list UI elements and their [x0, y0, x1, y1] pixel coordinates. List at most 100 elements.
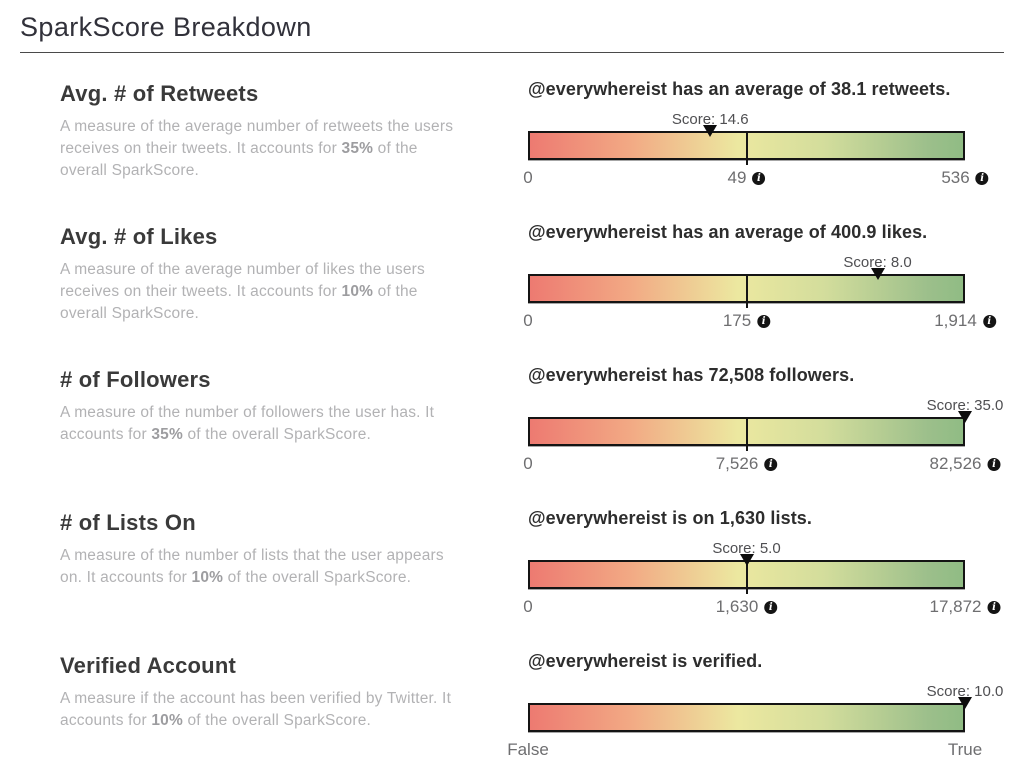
gauge-statement: @everywhereist has 72,508 followers. [528, 365, 855, 385]
axis-label-mid: 49 i [728, 168, 766, 188]
axis-label-mid-text: 175 [722, 311, 752, 330]
gauge-bar-area [528, 268, 965, 308]
gauge-panel: @everywhereist has 72,508 followers. Sco… [523, 365, 1004, 478]
metric-title: # of Lists On [60, 510, 196, 535]
metric-description-text: A measure of the number of lists that th… [60, 547, 444, 586]
axis-label-max: True [947, 740, 983, 759]
axis-label-max: 1,914 i [934, 311, 996, 331]
info-icon[interactable]: i [764, 600, 778, 614]
metric-info: Avg. # of Retweets A measure of the aver… [60, 79, 465, 192]
sparkscore-breakdown-page: SparkScore Breakdown Avg. # of Retweets … [20, 12, 1004, 764]
metric-weight-value: 10% [151, 712, 183, 729]
gauge-gradient-bar [528, 703, 965, 732]
metric-weight-value: 35% [151, 426, 183, 443]
metric-description: A measure of the average number of retwe… [60, 116, 465, 182]
gauge-mid-tick [745, 562, 748, 594]
axis-label-min: 0 [523, 168, 533, 187]
metric-description-text: of the overall SparkScore. [223, 569, 412, 586]
axis-label-max-text: 536 [941, 168, 970, 187]
axis-label-mid-text: 1,630 [715, 597, 759, 616]
metric-title: Avg. # of Retweets [60, 81, 259, 106]
gauge-score-row: Score: 8.0 [528, 252, 965, 274]
metric-info: # of Followers A measure of the number o… [60, 365, 465, 478]
gauge-axis: False True [507, 740, 982, 764]
axis-label-min: 0 [523, 311, 533, 330]
axis-label-min: False [507, 740, 549, 759]
metric-title: # of Followers [60, 367, 211, 392]
axis-label-min: 0 [523, 597, 533, 616]
metric-description-text: of the overall SparkScore. [60, 140, 418, 179]
metric-description-text: A measure of the average number of likes… [60, 261, 425, 300]
gauge-axis: 0 49 i 536 i [523, 168, 989, 192]
gauge-bar-area [528, 554, 965, 594]
gauge-score-label: Score: 5.0 [712, 540, 781, 557]
gauge-statement: @everywhereist is on 1,630 lists. [528, 508, 812, 528]
info-icon[interactable]: i [975, 171, 989, 185]
info-icon[interactable]: i [764, 457, 778, 471]
gauge-score-label: Score: 14.6 [671, 111, 749, 128]
gauge-panel: @everywhereist is verified. Score: 10.0 … [507, 651, 1004, 764]
gauge-bar-area [528, 697, 972, 732]
metric-row-lists: # of Lists On A measure of the number of… [20, 508, 1004, 621]
axis-label-min: 0 [523, 454, 533, 473]
metric-row-retweets: Avg. # of Retweets A measure of the aver… [20, 79, 1004, 192]
gauge-panel: @everywhereist has an average of 400.9 l… [523, 222, 996, 335]
metric-description-text: A measure of the number of followers the… [60, 404, 435, 443]
axis-label-max-text: 1,914 [934, 311, 977, 330]
info-icon[interactable]: i [752, 171, 766, 185]
gauge-score-row: Score: 10.0 [528, 681, 1004, 703]
info-icon[interactable]: i [987, 600, 1001, 614]
info-icon[interactable]: i [757, 314, 771, 328]
metric-row-verified: Verified Account A measure if the accoun… [20, 651, 1004, 764]
gauge-statement: @everywhereist has an average of 400.9 l… [528, 222, 928, 242]
metric-description-text: of the overall SparkScore. [182, 712, 372, 729]
gauge-score-row: Score: 14.6 [528, 109, 965, 131]
gauge-mid-tick [745, 276, 748, 308]
axis-label-max: 17,872 i [930, 597, 1001, 617]
gauge-bar-area [528, 125, 965, 165]
metric-description-text: A measure if the account has been verifi… [60, 690, 452, 729]
header-divider [20, 52, 1004, 53]
gauge-axis: 0 175 i 1,914 i [523, 311, 996, 335]
gauge-score-row: Score: 35.0 [528, 395, 1004, 417]
gauge-marker-icon [870, 268, 885, 280]
axis-label-max-text: 17,872 [929, 597, 982, 616]
gauge-mid-tick [745, 419, 748, 451]
axis-label-mid: 7,526 i [716, 454, 778, 474]
gauge-bar-area [528, 411, 972, 451]
axis-label-mid: 1,630 i [716, 597, 778, 617]
metric-description: A measure of the number of lists that th… [60, 545, 465, 589]
info-icon[interactable]: i [987, 457, 1001, 471]
metric-description-text: A measure of the average number of retwe… [60, 118, 454, 157]
metric-description-text: of the overall SparkScore. [60, 283, 418, 322]
axis-label-max-text: 82,526 [929, 454, 982, 473]
metric-description: A measure if the account has been verifi… [60, 688, 465, 732]
axis-label-mid-text: 49 [727, 168, 747, 187]
gauge-score-row: Score: 5.0 [528, 538, 965, 560]
gauge-axis: 0 1,630 i 17,872 i [523, 597, 1001, 621]
gauge-score-label: Score: 35.0 [926, 397, 1004, 414]
info-icon[interactable]: i [982, 314, 996, 328]
gauge-panel: @everywhereist has an average of 38.1 re… [523, 79, 989, 192]
metric-row-followers: # of Followers A measure of the number o… [20, 365, 1004, 478]
metric-info: Verified Account A measure if the accoun… [60, 651, 465, 764]
metric-description: A measure of the average number of likes… [60, 259, 465, 325]
metric-description-text: of the overall SparkScore. [182, 426, 372, 443]
page-title: SparkScore Breakdown [20, 12, 312, 42]
metric-title: Verified Account [60, 653, 236, 678]
axis-label-mid: 175 i [722, 311, 771, 331]
axis-label-mid-text: 7,526 [715, 454, 759, 473]
gauge-marker-icon [739, 554, 754, 566]
gauge-axis: 0 7,526 i 82,526 i [523, 454, 1001, 478]
metric-info: Avg. # of Likes A measure of the average… [60, 222, 465, 335]
metric-info: # of Lists On A measure of the number of… [60, 508, 465, 621]
gauge-marker-icon [703, 125, 718, 137]
gauge-score-label: Score: 10.0 [926, 683, 1004, 700]
gauge-panel: @everywhereist is on 1,630 lists. Score:… [523, 508, 1001, 621]
gauge-mid-tick [745, 133, 748, 165]
metric-weight-value: 10% [341, 283, 374, 300]
axis-label-max: 82,526 i [930, 454, 1001, 474]
gauge-score-label: Score: 8.0 [843, 254, 912, 271]
metric-description: A measure of the number of followers the… [60, 402, 465, 446]
metric-weight-value: 10% [191, 569, 224, 586]
